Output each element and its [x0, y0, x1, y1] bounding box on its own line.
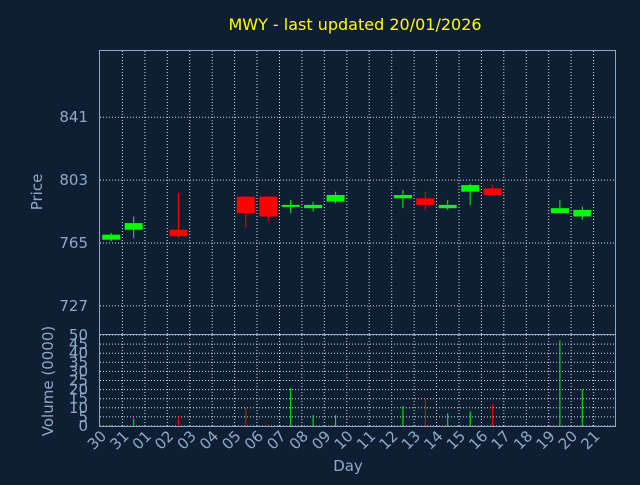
- price-tick-label: 727: [59, 297, 88, 315]
- x-axis-label: Day: [333, 457, 363, 475]
- candle-body: [124, 223, 143, 230]
- candle-body: [416, 198, 435, 205]
- price-tick-label: 803: [59, 171, 88, 189]
- candle-body: [393, 195, 412, 199]
- price-axis-label: Price: [28, 174, 46, 211]
- candlesticks: [102, 183, 592, 242]
- candle-body: [304, 204, 323, 209]
- candle-body: [461, 185, 480, 192]
- candle-body: [438, 204, 457, 209]
- candle-body: [169, 229, 188, 237]
- candle-body: [573, 209, 592, 217]
- price-tick-label: 841: [59, 108, 88, 126]
- volume-tick-label: 0: [78, 417, 88, 435]
- volume-tick-label: 30: [69, 362, 88, 380]
- price-tick-labels: 727 765 803 841: [59, 108, 88, 315]
- price-tick-label: 765: [59, 234, 88, 252]
- candle-body: [259, 196, 278, 217]
- volume-axis-label: Volume (0000): [39, 326, 57, 436]
- volume-tick-label: 10: [69, 399, 88, 417]
- volume-tick-label: 50: [69, 326, 88, 344]
- volume-gridlines: [100, 334, 616, 427]
- x-tick-labels: 3031010203040506070809101112131415161718…: [84, 427, 604, 453]
- volume-tick-label: 40: [69, 344, 88, 362]
- price-gridlines: [100, 51, 616, 334]
- volume-tick-label: 20: [69, 381, 88, 399]
- candle-body: [102, 234, 121, 240]
- candle-body: [236, 196, 255, 214]
- candle-body: [483, 188, 502, 195]
- volume-tick-label: 45: [69, 335, 88, 353]
- volume-bars: [110, 340, 583, 426]
- candle-body: [281, 204, 300, 207]
- chart-title: MWY - last updated 20/01/2026: [228, 15, 481, 34]
- candle-body: [326, 195, 345, 202]
- volume-frame: [99, 334, 616, 427]
- volume-tick-label: 25: [69, 372, 88, 390]
- price-frame: [99, 50, 616, 335]
- candle-body: [550, 208, 569, 214]
- volume-tick-label: 35: [69, 353, 88, 371]
- price-panel: 727 765 803 841: [59, 50, 616, 335]
- volume-tick-label: 5: [78, 408, 88, 426]
- volume-tick-label: 15: [69, 390, 88, 408]
- x-tick-label: 21: [577, 427, 603, 453]
